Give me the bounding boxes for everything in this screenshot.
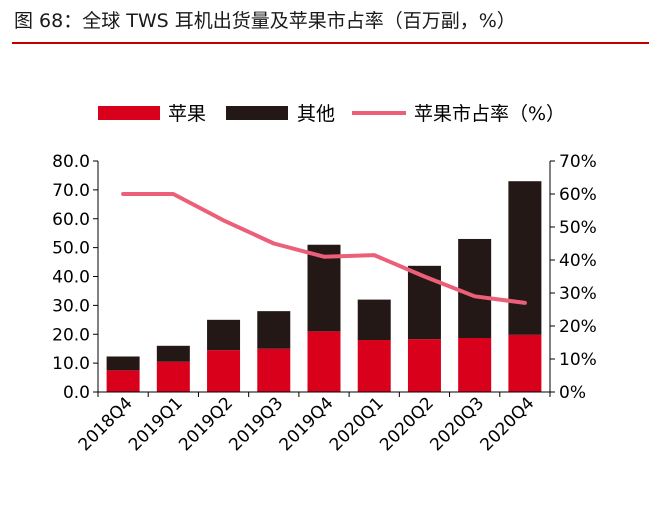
x-category-label: 2020Q2 xyxy=(376,393,438,455)
x-category-label: 2020Q4 xyxy=(477,393,539,455)
x-category-label: 2019Q3 xyxy=(225,393,287,455)
bar-other xyxy=(156,345,190,362)
x-category-label: 2020Q3 xyxy=(426,393,488,455)
legend-swatch-apple xyxy=(98,106,160,120)
legend-label-share: 苹果市占率（%） xyxy=(414,103,565,125)
y-right-tick-label: 70% xyxy=(559,152,597,172)
bar-apple xyxy=(458,338,492,392)
y-left-tick-label: 40.0 xyxy=(52,268,90,288)
bar-apple xyxy=(207,350,241,392)
figure-title: 图 68：全球 TWS 耳机出货量及苹果市占率（百万副，%） xyxy=(14,10,516,32)
plot-area: 0.0 10.0 20.0 30.0 40.0 50.0 60.0 70.0 80.0 0% 10%… xyxy=(52,152,597,455)
y-left-tick-label: 0.0 xyxy=(63,383,90,403)
bar-apple xyxy=(106,370,140,392)
bar-other xyxy=(257,311,291,349)
legend: 苹果 其他 苹果市占率（%） xyxy=(98,103,565,125)
x-category-label: 2019Q1 xyxy=(125,393,187,455)
legend-label-apple: 苹果 xyxy=(168,103,206,125)
bar-other xyxy=(508,181,542,335)
legend-label-other: 其他 xyxy=(297,103,335,125)
bar-apple xyxy=(156,361,190,392)
y-left-tick-label: 70.0 xyxy=(52,181,90,201)
y-right-tick-label: 0% xyxy=(559,383,586,403)
bar-other xyxy=(307,244,341,332)
y-right-tick-label: 10% xyxy=(559,350,597,370)
y-left-tick-label: 10.0 xyxy=(52,354,90,374)
share-line xyxy=(121,192,527,305)
title-rule xyxy=(12,42,649,44)
x-category-label: 2020Q1 xyxy=(326,393,388,455)
y-right-tick-label: 20% xyxy=(559,317,597,337)
bar-other xyxy=(106,356,140,371)
bar-apple xyxy=(307,331,341,392)
y-left-tick-label: 50.0 xyxy=(52,239,90,259)
y-right-tick-label: 40% xyxy=(559,251,597,271)
y-left-tick-label: 80.0 xyxy=(52,152,90,172)
x-category-label: 2019Q4 xyxy=(276,393,338,455)
bar-apple xyxy=(257,348,291,392)
y-right-tick-label: 60% xyxy=(559,185,597,205)
bar-apple xyxy=(508,334,542,392)
legend-swatch-other xyxy=(226,106,288,120)
y-right-tick-label: 30% xyxy=(559,284,597,304)
bar-other xyxy=(357,299,391,341)
bar-apple xyxy=(357,340,391,392)
y-right-tick-label: 50% xyxy=(559,218,597,238)
bar-apple xyxy=(407,339,441,392)
x-category-label: 2019Q2 xyxy=(175,393,237,455)
bar-other xyxy=(207,319,241,351)
y-left-tick-label: 30.0 xyxy=(52,296,90,316)
y-left-tick-label: 60.0 xyxy=(52,210,90,230)
y-left-tick-label: 20.0 xyxy=(52,325,90,345)
bar-other xyxy=(458,238,492,339)
